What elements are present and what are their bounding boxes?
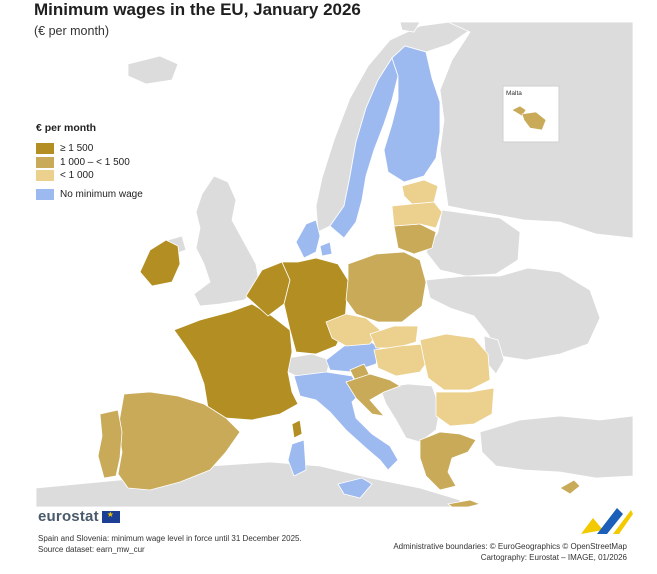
country-portugal xyxy=(97,409,123,479)
country-croatia xyxy=(345,373,401,417)
country-latvia xyxy=(391,201,443,229)
country-romania xyxy=(419,333,491,391)
low-wage-countries xyxy=(325,179,495,427)
country-poland xyxy=(345,251,427,323)
eu-flag-icon xyxy=(101,510,120,523)
region-belarus xyxy=(425,209,521,277)
country-malta xyxy=(511,105,527,117)
region-western-balkans xyxy=(379,383,441,443)
country-sweden xyxy=(329,57,399,239)
malta-inset-label: Malta xyxy=(506,90,522,97)
map-legend: € per month ≥ 1 500 1 000 – < 1 500 < 1 … xyxy=(36,122,143,202)
region-turkey xyxy=(479,415,633,479)
country-ireland xyxy=(139,239,181,287)
eurostat-image-mark-icon xyxy=(579,500,633,541)
map-subtitle: (€ per month) xyxy=(34,24,110,38)
malta-inset xyxy=(502,85,560,143)
country-italy-sardinia xyxy=(287,439,307,477)
legend-label-low: < 1 000 xyxy=(60,170,94,181)
legend-label-high: ≥ 1 500 xyxy=(60,143,94,154)
country-france-corsica xyxy=(291,419,303,439)
country-malta-main xyxy=(521,111,547,131)
mid-wage-countries xyxy=(97,223,581,507)
map-credits: Administrative boundaries: © EuroGeograp… xyxy=(393,541,627,563)
country-denmark xyxy=(295,219,321,259)
region-arctic-islands xyxy=(399,22,421,33)
country-cyprus xyxy=(559,479,581,495)
region-ukraine xyxy=(425,267,601,361)
legend-label-mid: 1 000 – < 1 500 xyxy=(60,156,130,168)
country-spain xyxy=(117,391,241,491)
country-estonia xyxy=(401,179,439,205)
region-iceland xyxy=(127,55,179,85)
eurostat-logo: eurostat xyxy=(38,508,120,525)
credits-line-1: Administrative boundaries: © EuroGeograp… xyxy=(393,542,627,551)
region-great-britain xyxy=(193,175,261,307)
country-finland xyxy=(383,45,441,183)
footnote-line-1: Spain and Slovenia: minimum wage level i… xyxy=(38,534,302,543)
credits-line-2: Cartography: Eurostat – IMAGE, 01/2026 xyxy=(480,553,627,562)
footnote: Spain and Slovenia: minimum wage level i… xyxy=(38,533,302,555)
footnote-line-2: Source dataset: earn_mw_cur xyxy=(38,545,145,554)
country-greece xyxy=(419,431,477,491)
legend-title: € per month xyxy=(36,122,97,134)
country-slovakia xyxy=(369,325,419,349)
legend-item-low: < 1 000 xyxy=(36,169,143,182)
country-greece-crete xyxy=(447,499,482,507)
legend-item-mid: 1 000 – < 1 500 xyxy=(36,156,143,169)
legend-item-high: ≥ 1 500 xyxy=(36,142,143,155)
country-italy-sicily xyxy=(337,477,373,499)
legend-swatch-mid xyxy=(36,156,54,168)
legend-item-none: No minimum wage xyxy=(36,188,143,201)
non-eu-land xyxy=(36,22,633,507)
legend-swatch-high xyxy=(36,143,54,154)
region-north-africa xyxy=(36,461,461,507)
legend-label-none: No minimum wage xyxy=(60,189,143,200)
map-title: Minimum wages in the EU, January 2026 xyxy=(34,0,361,19)
country-denmark-islands xyxy=(319,241,333,257)
europe-map xyxy=(36,22,633,507)
country-bulgaria xyxy=(435,387,495,427)
legend-swatch-none xyxy=(36,189,54,200)
legend-swatch-low xyxy=(36,170,54,181)
country-france xyxy=(173,303,299,421)
no-minimum-wage-countries xyxy=(287,45,441,499)
eurostat-logo-text: eurostat xyxy=(38,508,99,525)
